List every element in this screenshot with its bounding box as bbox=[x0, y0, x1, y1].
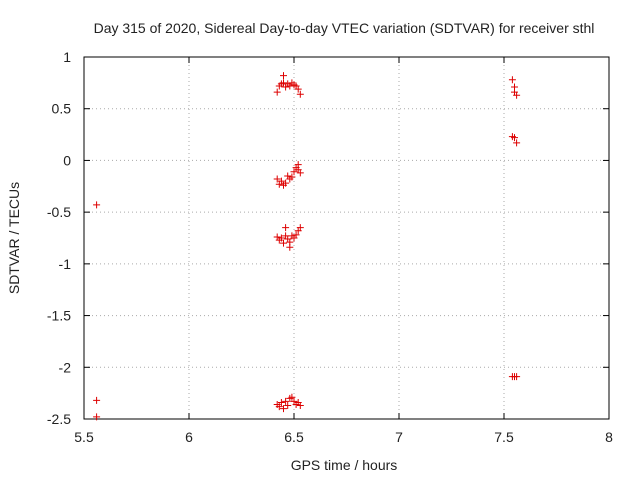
data-point bbox=[93, 396, 101, 404]
data-point bbox=[93, 201, 101, 209]
data-point bbox=[282, 224, 290, 232]
x-tick-label: 6 bbox=[185, 429, 193, 445]
y-tick-label: -2.5 bbox=[47, 411, 71, 427]
axis-ticks: 5.5 6 6.5 7 7.5 8 -2.5 -2 -1.5 -1 -0.5 0 0.5 1 bbox=[47, 49, 613, 445]
data-point bbox=[277, 234, 285, 242]
x-tick-label: 5.5 bbox=[74, 429, 94, 445]
data-point bbox=[296, 169, 304, 177]
x-tick-label: 8 bbox=[605, 429, 613, 445]
data-point bbox=[294, 85, 302, 93]
data-point bbox=[288, 393, 296, 401]
data-point bbox=[284, 402, 292, 410]
data-point bbox=[280, 239, 287, 247]
data-point bbox=[513, 373, 521, 381]
y-axis-label: SDTVAR / TECUs bbox=[6, 182, 22, 294]
data-point bbox=[296, 402, 304, 410]
plot-area-border bbox=[83, 56, 610, 420]
data-point bbox=[511, 134, 518, 142]
x-axis-label: GPS time / hours bbox=[291, 457, 398, 473]
y-tick-label: -1 bbox=[59, 256, 72, 272]
data-point bbox=[282, 397, 290, 405]
x-tick-label: 7 bbox=[395, 429, 403, 445]
data-point bbox=[508, 76, 516, 84]
data-point bbox=[286, 243, 294, 251]
y-tick-label: -0.5 bbox=[47, 204, 71, 220]
y-tick-label: 0 bbox=[63, 152, 71, 168]
data-point bbox=[513, 91, 521, 99]
data-point bbox=[273, 175, 281, 183]
data-point bbox=[275, 403, 283, 411]
data-point bbox=[277, 398, 285, 406]
x-tick-label: 7.5 bbox=[494, 429, 514, 445]
data-point bbox=[280, 72, 287, 80]
y-tick-label: 0.5 bbox=[52, 101, 72, 117]
data-point bbox=[280, 79, 287, 87]
data-point bbox=[280, 405, 287, 413]
data-point bbox=[273, 88, 281, 96]
chart-title: Day 315 of 2020, Sidereal Day-to-day VTE… bbox=[94, 20, 595, 36]
data-point bbox=[282, 179, 290, 187]
data-points bbox=[93, 72, 521, 421]
data-point bbox=[93, 413, 101, 421]
data-point bbox=[288, 173, 296, 181]
data-point bbox=[513, 139, 521, 147]
data-point bbox=[296, 90, 304, 98]
data-point bbox=[296, 224, 304, 232]
data-point bbox=[290, 168, 298, 176]
x-tick-label: 6.5 bbox=[284, 429, 304, 445]
y-tick-label: -1.5 bbox=[47, 308, 71, 324]
y-tick-label: -2 bbox=[59, 359, 72, 375]
data-point bbox=[292, 231, 300, 239]
data-point bbox=[277, 177, 285, 185]
y-tick-label: 1 bbox=[63, 49, 71, 65]
